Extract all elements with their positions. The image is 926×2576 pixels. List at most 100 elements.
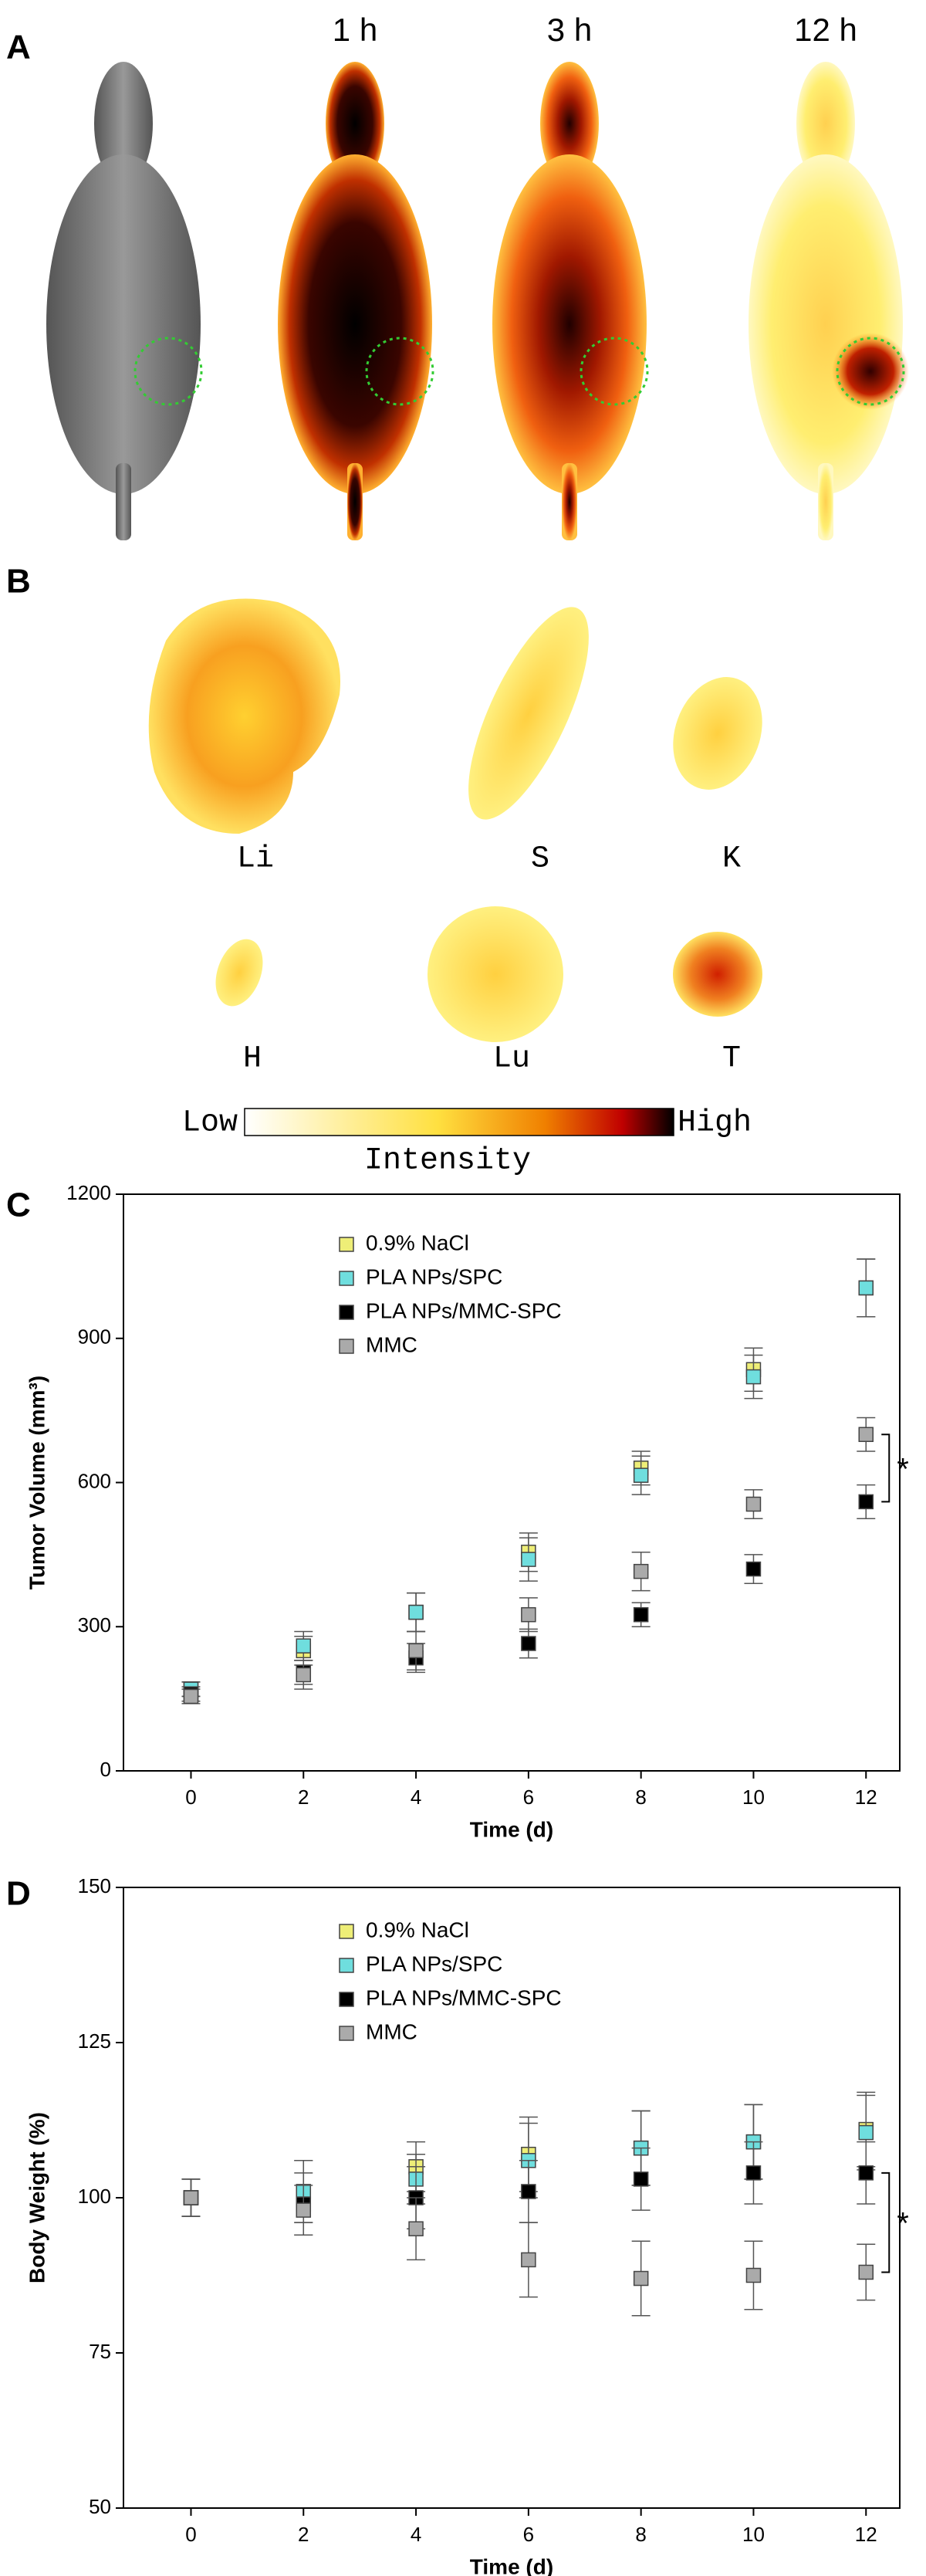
significance-label: * — [897, 2207, 909, 2241]
legend-marker — [339, 1924, 354, 1939]
legend-label: PLA NPs/MMC-SPC — [366, 1298, 562, 1322]
organ-image — [468, 607, 589, 820]
legend-label: 0.9% NaCl — [366, 1918, 469, 1941]
x-tick-label: 6 — [523, 2523, 534, 2546]
legend-marker — [339, 1237, 354, 1252]
marker — [521, 2252, 536, 2268]
marker — [183, 2190, 199, 2205]
mouse-image — [492, 62, 649, 540]
marker — [633, 1467, 649, 1483]
y-tick-label: 75 — [89, 2340, 111, 2363]
x-tick-label: 10 — [742, 1786, 765, 1809]
panel-label: B — [6, 563, 31, 601]
organ-image — [428, 906, 563, 1042]
x-tick-label: 12 — [855, 2523, 877, 2546]
x-axis-title: Time (d) — [470, 1817, 553, 1841]
marker — [296, 1638, 312, 1654]
marker — [408, 1604, 424, 1620]
marker — [745, 2165, 762, 2181]
panel-label: A — [6, 29, 31, 66]
time-label: 1 h — [333, 12, 377, 48]
y-tick-label: 600 — [78, 1469, 111, 1492]
panel-label: D — [6, 1875, 31, 1913]
x-tick-label: 0 — [185, 2523, 196, 2546]
marker — [858, 1427, 874, 1442]
significance-label: * — [897, 1452, 909, 1486]
y-tick-label: 900 — [78, 1325, 111, 1349]
significance-bracket — [881, 2171, 891, 2273]
marker — [633, 2171, 649, 2187]
x-tick-label: 10 — [742, 2523, 765, 2546]
marker — [408, 2221, 424, 2236]
y-tick-label: 50 — [89, 2495, 111, 2518]
marker — [858, 2264, 874, 2280]
marker — [183, 1688, 199, 1704]
significance-bracket — [881, 1434, 891, 1503]
y-axis-title: Tumor Volume (mm³) — [25, 1376, 49, 1589]
organ-image — [673, 932, 762, 1017]
marker — [521, 1552, 536, 1567]
x-tick-label: 4 — [411, 1786, 421, 1809]
legend-label: PLA NPs/SPC — [366, 1264, 502, 1288]
marker — [633, 1563, 649, 1579]
y-axis-title: Body Weight (%) — [25, 2112, 49, 2283]
organ-label: Li — [237, 842, 274, 877]
time-label: 12 h — [794, 12, 857, 48]
mouse-image — [278, 62, 434, 540]
marker — [633, 2270, 649, 2287]
colorbar-low: Low — [182, 1106, 238, 1141]
x-axis-title: Time (d) — [470, 2554, 553, 2576]
x-tick-label: 2 — [298, 2523, 309, 2546]
panel-label: C — [6, 1186, 31, 1224]
x-tick-label: 12 — [855, 1786, 877, 1809]
organ-label: Lu — [493, 1042, 530, 1077]
y-tick-label: 0 — [100, 1758, 111, 1781]
x-tick-label: 0 — [185, 1786, 196, 1809]
organ-label: K — [722, 842, 741, 877]
organ-image — [215, 939, 263, 1007]
colorbar — [244, 1108, 674, 1136]
marker — [858, 2124, 874, 2141]
legend-marker — [339, 1992, 354, 2007]
marker — [633, 1606, 649, 1623]
organ-image — [148, 598, 340, 834]
mouse-image — [46, 62, 203, 540]
legend-label: 0.9% NaCl — [366, 1230, 469, 1254]
y-tick-label: 1200 — [66, 1181, 111, 1204]
y-tick-label: 300 — [78, 1613, 111, 1637]
organ-label: H — [243, 1042, 262, 1077]
x-tick-label: 4 — [411, 2523, 421, 2546]
organ-label: S — [531, 842, 549, 877]
marker — [858, 1280, 874, 1296]
mouse-image — [749, 62, 909, 540]
plot-frame — [123, 1193, 901, 1772]
marker — [521, 1606, 536, 1623]
colorbar-high: High — [678, 1106, 752, 1141]
marker — [521, 1636, 536, 1651]
legend-label: PLA NPs/SPC — [366, 1951, 502, 1975]
time-label: 3 h — [547, 12, 592, 48]
marker — [296, 1667, 312, 1683]
marker — [521, 2184, 536, 2199]
x-tick-label: 6 — [523, 1786, 534, 1809]
marker — [745, 1369, 762, 1385]
organ-image — [673, 677, 762, 790]
legend-marker — [339, 1958, 354, 1973]
colorbar-title: Intensity — [364, 1144, 531, 1179]
legend-marker — [339, 1339, 354, 1354]
y-tick-label: 100 — [78, 2185, 111, 2208]
marker — [745, 1561, 762, 1577]
plot-frame — [123, 1887, 901, 2509]
x-tick-label: 8 — [635, 2523, 646, 2546]
legend-label: PLA NPs/MMC-SPC — [366, 1985, 562, 2009]
legend-marker — [339, 2026, 354, 2041]
y-tick-label: 150 — [78, 1874, 111, 1897]
marker — [408, 1643, 424, 1659]
legend-marker — [339, 1271, 354, 1286]
y-tick-label: 125 — [78, 2029, 111, 2053]
marker — [296, 2202, 312, 2218]
marker — [858, 2165, 874, 2181]
marker — [745, 1496, 762, 1512]
